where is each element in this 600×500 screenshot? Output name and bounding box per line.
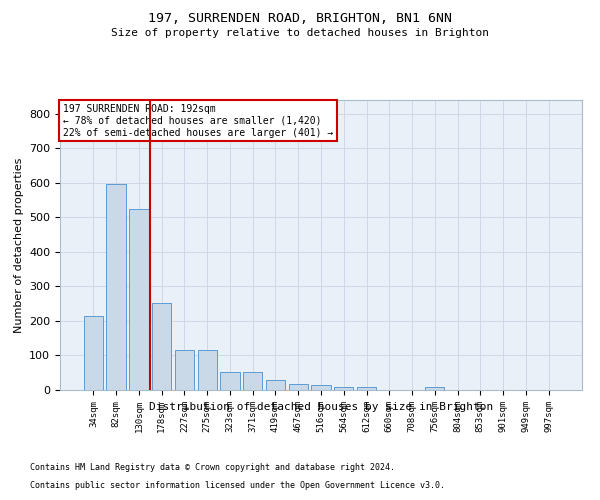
Bar xyxy=(175,350,194,390)
Bar xyxy=(357,387,376,390)
Text: Contains HM Land Registry data © Crown copyright and database right 2024.: Contains HM Land Registry data © Crown c… xyxy=(30,464,395,472)
Bar xyxy=(243,372,262,390)
Bar xyxy=(220,372,239,390)
Bar xyxy=(152,302,172,390)
Bar xyxy=(311,385,331,390)
Text: Contains public sector information licensed under the Open Government Licence v3: Contains public sector information licen… xyxy=(30,481,445,490)
Text: 197, SURRENDEN ROAD, BRIGHTON, BN1 6NN: 197, SURRENDEN ROAD, BRIGHTON, BN1 6NN xyxy=(148,12,452,26)
Bar xyxy=(197,350,217,390)
Text: Size of property relative to detached houses in Brighton: Size of property relative to detached ho… xyxy=(111,28,489,38)
Bar xyxy=(334,387,353,390)
Bar xyxy=(425,387,445,390)
Bar xyxy=(289,384,308,390)
Text: Distribution of detached houses by size in Brighton: Distribution of detached houses by size … xyxy=(149,402,493,412)
Text: 197 SURRENDEN ROAD: 192sqm
← 78% of detached houses are smaller (1,420)
22% of s: 197 SURRENDEN ROAD: 192sqm ← 78% of deta… xyxy=(62,104,333,138)
Bar xyxy=(266,380,285,390)
Y-axis label: Number of detached properties: Number of detached properties xyxy=(14,158,23,332)
Bar xyxy=(129,209,149,390)
Bar xyxy=(84,316,103,390)
Bar xyxy=(106,184,126,390)
